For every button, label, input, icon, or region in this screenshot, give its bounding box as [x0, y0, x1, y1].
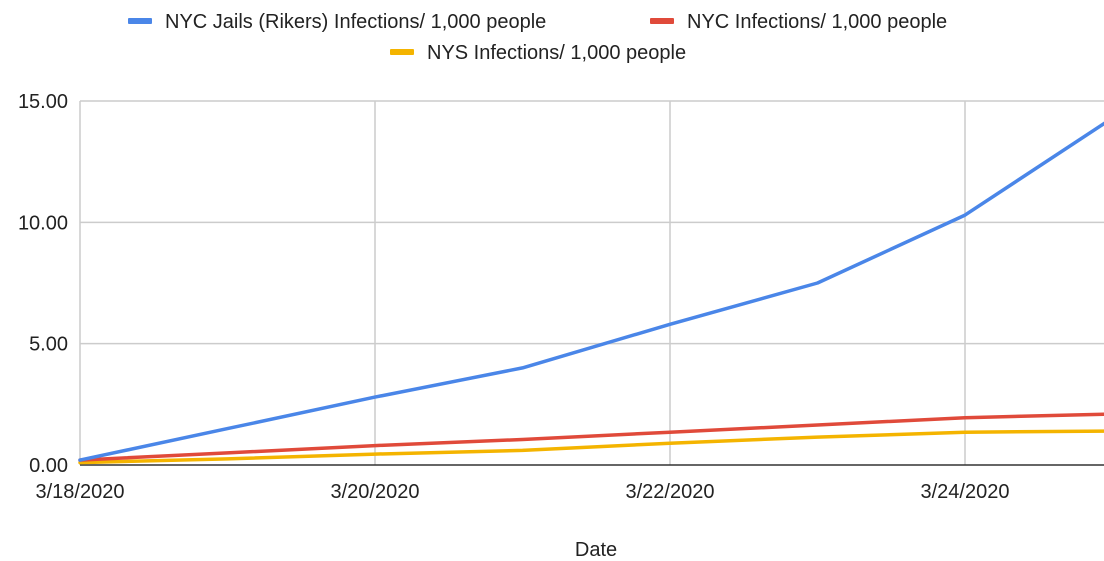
x-tick-label: 3/18/2020 [36, 481, 125, 503]
legend-swatch-nyc [650, 18, 674, 24]
legend-swatch-nys [390, 49, 414, 55]
legend-entry-rikers[interactable]: NYC Jails (Rikers) Infections/ 1,000 peo… [128, 11, 546, 33]
series-line-nyc [78, 412, 1104, 462]
y-tick-label: 0.00 [29, 455, 68, 477]
y-axis-ticks: 0.00 5.00 10.00 15.00 [18, 91, 68, 477]
legend-label-nys: NYS Infections/ 1,000 people [427, 42, 686, 64]
x-axis-title: Date [575, 539, 617, 561]
x-axis-ticks: 3/18/2020 3/20/2020 3/22/2020 3/24/2020 [36, 481, 1010, 503]
y-tick-label: 10.00 [18, 212, 68, 234]
series-line-nys [78, 429, 1104, 465]
legend-entry-nys[interactable]: NYS Infections/ 1,000 people [390, 42, 686, 64]
x-tick-label: 3/20/2020 [331, 481, 420, 503]
y-tick-label: 5.00 [29, 334, 68, 356]
series-lines [78, 121, 1104, 465]
legend-swatch-rikers [128, 18, 152, 24]
legend-label-rikers: NYC Jails (Rikers) Infections/ 1,000 peo… [165, 11, 546, 33]
x-tick-label: 3/24/2020 [921, 481, 1010, 503]
grid [79, 100, 1104, 466]
series-line-rikers [78, 121, 1104, 462]
legend-label-nyc: NYC Infections/ 1,000 people [687, 11, 947, 33]
x-tick-label: 3/22/2020 [626, 481, 715, 503]
y-tick-label: 15.00 [18, 91, 68, 113]
legend-entry-nyc[interactable]: NYC Infections/ 1,000 people [650, 11, 947, 33]
legend: NYC Jails (Rikers) Infections/ 1,000 peo… [128, 11, 947, 64]
